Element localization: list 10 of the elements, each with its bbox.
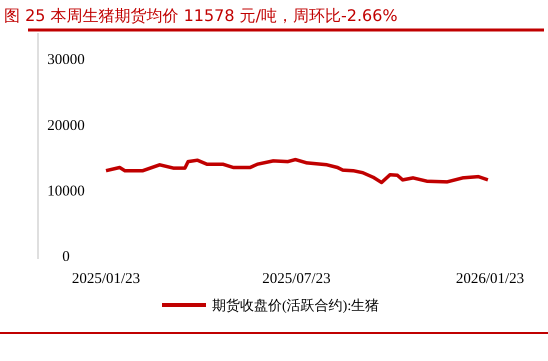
y-tick-label: 10000 (47, 183, 85, 200)
legend-label: 期货收盘价(活跃合约):生猪 (212, 298, 380, 314)
x-tick-label: 2026/01/23 (456, 271, 524, 287)
y-tick-label: 30000 (47, 52, 85, 68)
y-tick-label: 0 (62, 249, 70, 265)
y-tick-label: 20000 (47, 118, 85, 134)
x-tick-label: 2025/01/23 (72, 271, 140, 287)
x-tick-label: 2025/07/23 (262, 271, 331, 287)
legend: 期货收盘价(活跃合约):生猪 (162, 299, 380, 314)
title: 图 25 本周生猪期货均价 11578 元/吨，周环比-2.66% (4, 6, 398, 25)
